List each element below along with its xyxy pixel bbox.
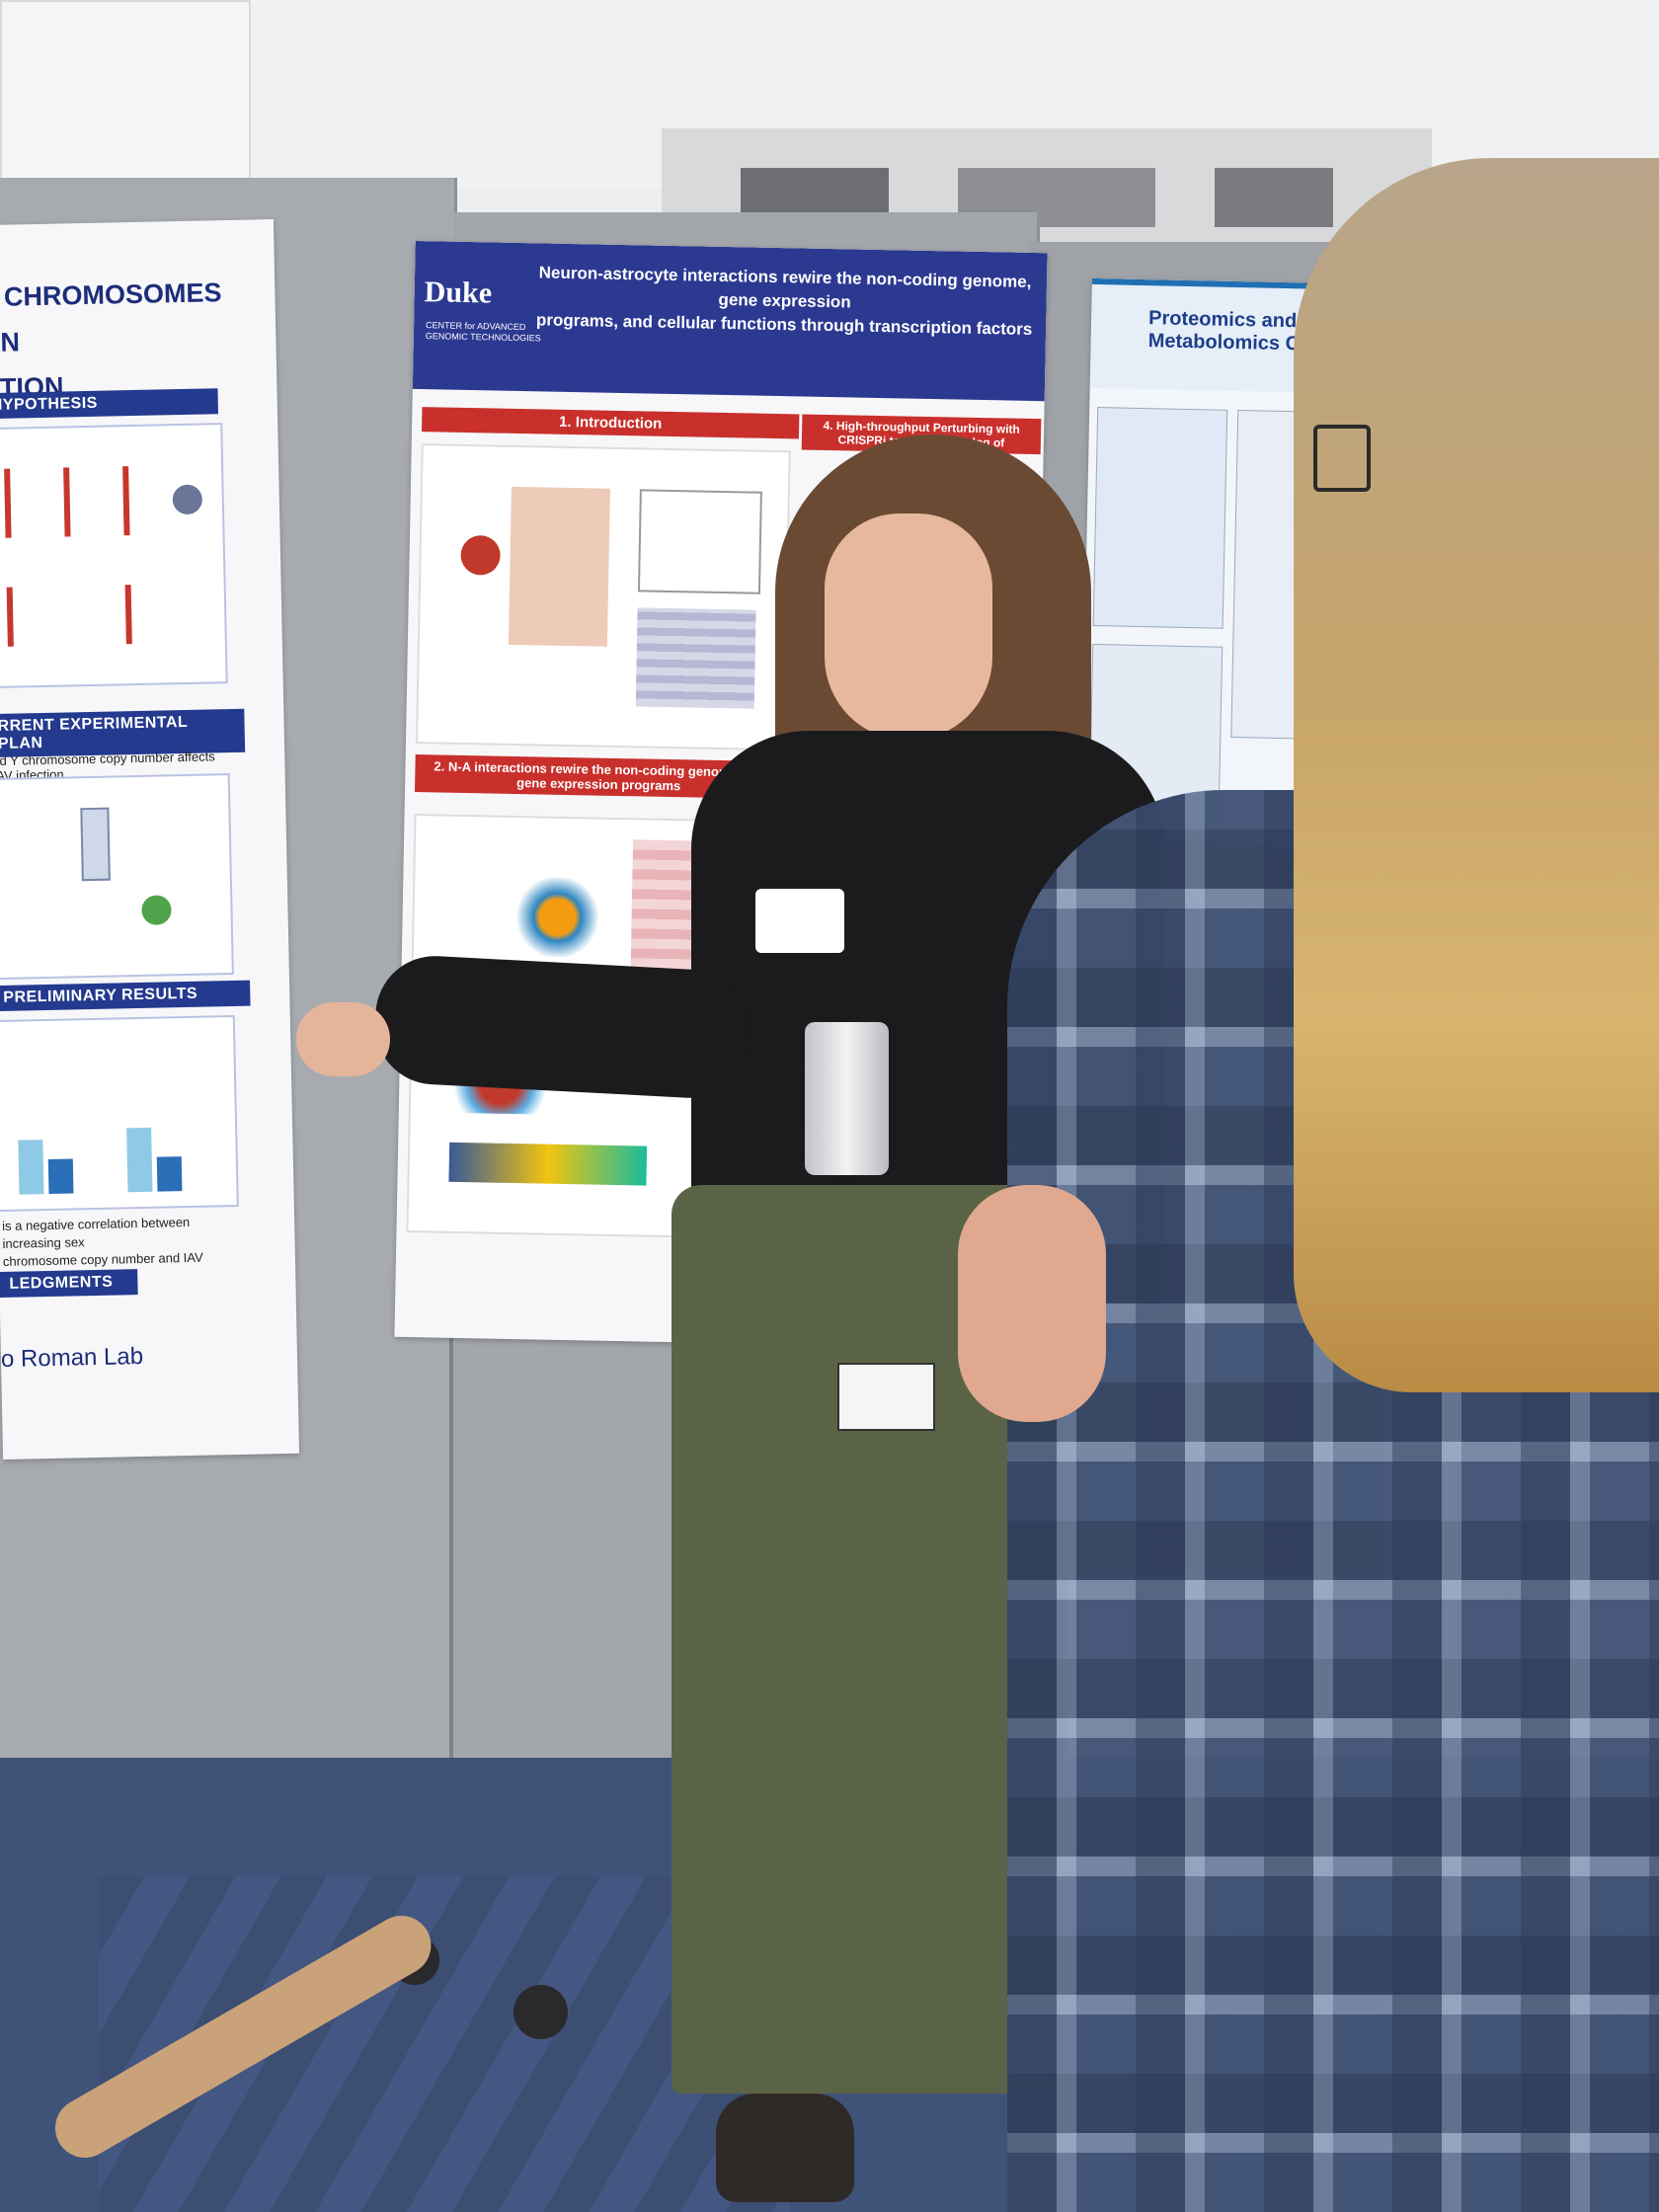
presenter-shoe: [716, 2094, 854, 2202]
hypothesis-panel: [0, 423, 228, 689]
intro-figure: [415, 443, 791, 751]
section-results: PRELIMINARY RESULTS: [0, 980, 251, 1012]
section-introduction: 1. Introduction: [422, 407, 800, 439]
viewer-glasses: [1313, 425, 1371, 492]
name-tag: [755, 889, 844, 953]
caster-wheel: [514, 1985, 568, 2039]
presenter-hand: [296, 1002, 390, 1076]
poster-center-header: Duke CENTER for ADVANCED GENOMIC TECHNOL…: [412, 240, 1048, 402]
id-badge: [837, 1363, 935, 1431]
poster-center-title: Neuron-astrocyte interactions rewire the…: [535, 263, 1033, 339]
section-hypothesis: HYPOTHESIS: [0, 388, 218, 420]
wall-frame: [0, 0, 251, 182]
plan-panel: [0, 773, 234, 981]
duke-logo-subtitle: CENTER for ADVANCED GENOMIC TECHNOLOGIES: [425, 320, 541, 344]
section-acknowledgments: LEDGMENTS: [0, 1269, 138, 1299]
poster-left-footer: o Roman Lab: [0, 1343, 144, 1374]
viewer-hand: [958, 1185, 1106, 1422]
presenter-arm: [371, 953, 754, 1101]
poster-left: X CHROMOSOMES ON CTION HYPOTHESIS RRENT …: [0, 218, 300, 1461]
results-panel: [0, 1014, 239, 1213]
viewer-hair: [1294, 158, 1659, 1392]
partition-seam: [449, 1333, 453, 1926]
duke-logo: Duke: [424, 276, 493, 310]
presenter-face: [825, 514, 992, 741]
wall-artwork-strip: [662, 128, 1432, 247]
soda-can: [805, 1022, 889, 1175]
